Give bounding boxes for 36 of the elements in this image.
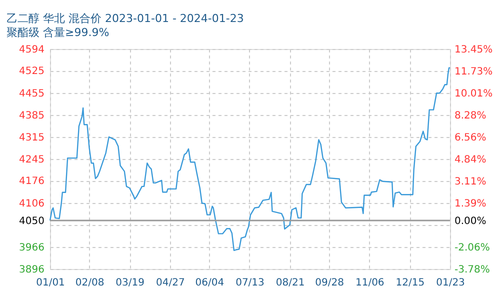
- y-tick-label: 4245: [19, 154, 44, 166]
- y-tick-label: 4594: [19, 44, 44, 56]
- x-tick-label: 09/28: [315, 278, 344, 288]
- y-tick-label: 4050: [19, 216, 44, 227]
- y-tick-label: 4455: [19, 88, 44, 100]
- x-tick-label: 07/13: [236, 278, 264, 288]
- y2-tick-label: -3.78%: [454, 264, 490, 276]
- y2-tick-label: 11.73%: [454, 66, 493, 78]
- y-tick-label: 3966: [19, 242, 44, 254]
- y2-tick-label: 6.56%: [454, 132, 486, 144]
- y-tick-label: 4385: [19, 110, 44, 122]
- x-tick-label: 02/08: [75, 278, 104, 288]
- x-tick-label: 12/15: [396, 278, 425, 288]
- y-tick-label: 4315: [19, 132, 44, 144]
- x-tick-label: 04/27: [156, 278, 185, 288]
- y2-tick-label: 10.01%: [454, 88, 493, 100]
- x-tick-label: 03/19: [116, 278, 144, 288]
- x-tick-label: 01/23: [436, 278, 465, 288]
- y2-tick-label: 13.45%: [454, 44, 493, 56]
- y-tick-label: 4525: [19, 66, 44, 78]
- line-series: [49, 67, 451, 252]
- y2-tick-label: 8.28%: [454, 110, 486, 122]
- y2-tick-label: 3.11%: [454, 176, 486, 188]
- y2-tick-label: 0.00%: [454, 216, 486, 228]
- x-tick-label: 01/01: [36, 278, 65, 288]
- y-tick-label: 3896: [19, 264, 44, 276]
- y-tick-label: 4176: [19, 176, 44, 188]
- chart-subtitle: 聚酯级 含量≥99.9%: [6, 26, 110, 39]
- chart-title: 乙二醇 华北 混合价 2023-01-01 - 2024-01-23: [6, 12, 244, 25]
- x-tick-label: 08/21: [276, 278, 305, 288]
- y-tick-label: 4106: [19, 198, 44, 210]
- x-tick-label: 06/04: [195, 278, 224, 288]
- y2-tick-label: 4.84%: [454, 154, 486, 166]
- y2-tick-label: -2.06%: [454, 242, 490, 254]
- y2-tick-label: 1.39%: [454, 198, 486, 210]
- x-tick-label: 11/06: [355, 278, 384, 288]
